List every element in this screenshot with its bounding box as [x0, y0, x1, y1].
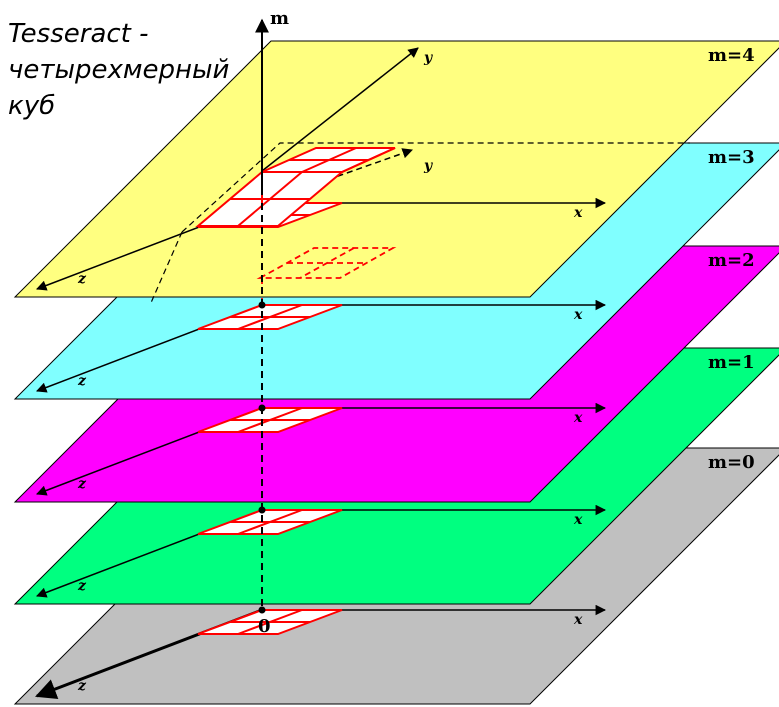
cube-section-m0: [197, 609, 343, 635]
plane-m3-hidden-edge: [181, 142, 690, 233]
cube-mid-line2-m3: [237, 304, 303, 330]
cube-section-m3: [197, 304, 343, 330]
cube-mid-line2-m1: [237, 509, 303, 535]
plane-label-m0: m=0: [708, 452, 755, 473]
plane-label-m4: m=4: [708, 45, 755, 66]
cube-top-mid2: [301, 147, 357, 173]
plane-m3-hidden-edge2: [149, 231, 183, 306]
cube-section-m2: [197, 407, 343, 433]
y-axis-top: [261, 47, 419, 172]
origin-dot-m0: [258, 606, 266, 614]
plane-label-m3: m=3: [708, 147, 755, 168]
x-axis-label-m4: x: [573, 205, 583, 221]
y-axis-dashed: [261, 148, 413, 204]
cube-mid-line2-m0: [237, 609, 303, 635]
y-axis-label-top: y: [423, 50, 433, 66]
z-axis-label-m4: z: [77, 271, 87, 287]
plane-label-m2: m=2: [708, 250, 755, 271]
cube-mid-line2-m2: [237, 407, 303, 433]
z-axis-label-m3: z: [77, 373, 87, 389]
m-axis-label: m: [270, 8, 289, 29]
plane-m4: [13, 40, 779, 298]
z-axis-label-m0: z: [77, 678, 87, 694]
ghost-mid2: [299, 247, 355, 279]
cube-section-m1: [197, 509, 343, 535]
caption-line-3: куб: [8, 91, 56, 121]
caption: Tesseract - четырехмерный куб: [8, 16, 238, 124]
z-axis-label-m2: z: [77, 476, 87, 492]
x-axis-label-m1: x: [573, 512, 583, 528]
cube-front-mid2: [237, 171, 303, 227]
x-axis-label-m2: x: [573, 410, 583, 426]
x-axis-label-m0: x: [573, 612, 583, 628]
cube-edge-right: [341, 147, 396, 173]
caption-line-1: Tesseract -: [8, 19, 149, 49]
origin-label: 0: [258, 616, 271, 637]
x-axis-label-m3: x: [573, 307, 583, 323]
plane-label-m1: m=1: [708, 352, 755, 373]
caption-line-2: четырехмерный: [8, 55, 230, 85]
y-axis-label-dashed: y: [423, 158, 433, 174]
ghost-top-face: [256, 247, 397, 279]
z-axis-label-m1: z: [77, 578, 87, 594]
